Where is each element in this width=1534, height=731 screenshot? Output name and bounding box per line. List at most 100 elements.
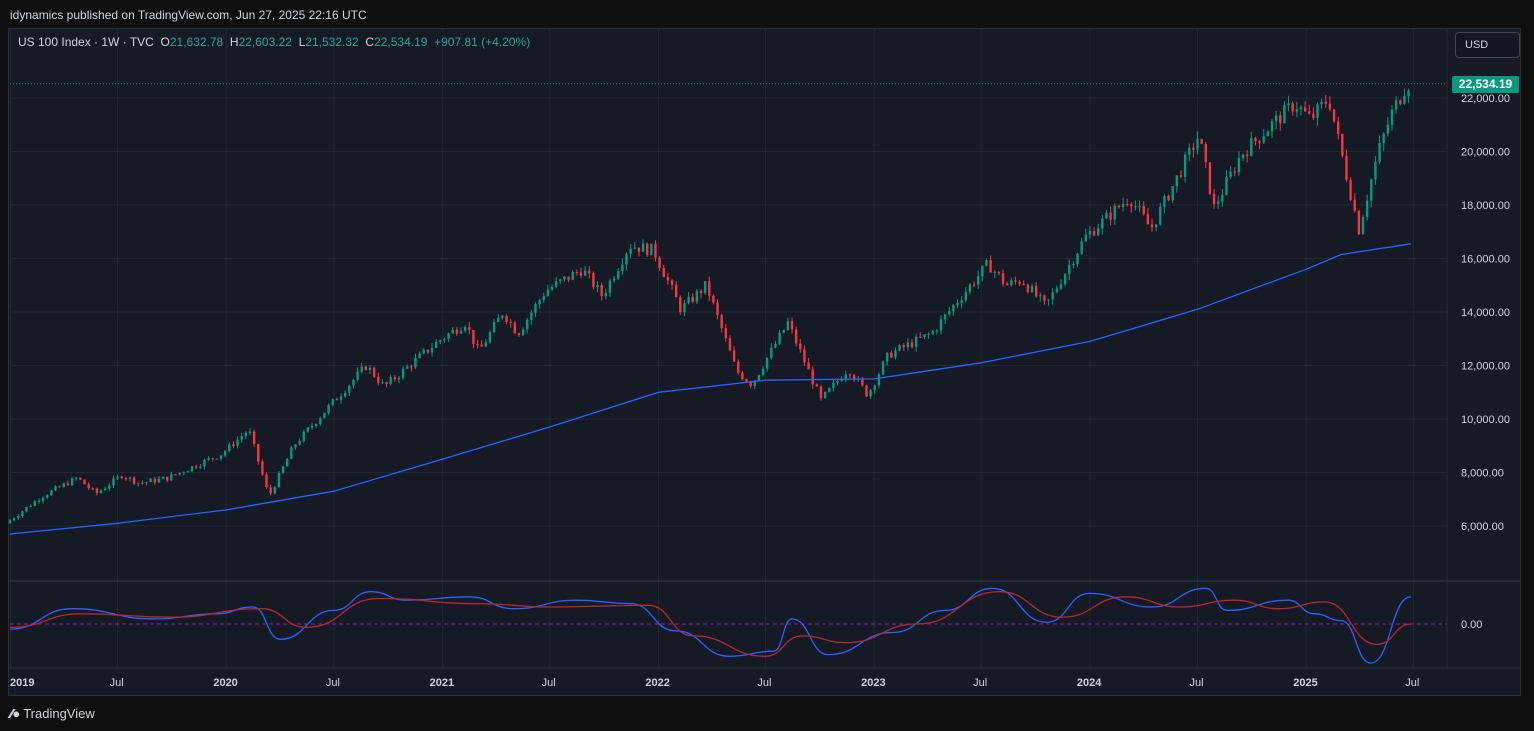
candle-up [530,312,533,320]
candle-up [8,520,12,524]
candle-up [368,367,372,370]
candle-up [1407,90,1410,97]
candle-up [583,270,587,276]
candle-up [703,281,707,294]
candle-up [1361,216,1365,235]
candle-up [484,342,488,347]
candle-down [1192,147,1195,150]
candle-up [1390,109,1394,125]
tradingview-logo[interactable]: ⁄⁄● TradingView [10,706,95,721]
legend-open-value: 21,632.78 [169,35,224,49]
legend-symbol[interactable]: US 100 Index · 1W · TVC [18,35,154,49]
candle-up [596,285,599,288]
candle-up [757,375,761,381]
candle-up [832,382,835,388]
candle-down [1349,179,1352,200]
candle-up [1175,175,1179,187]
candle-down [87,484,90,489]
candle-up [1250,138,1253,156]
candle-up [497,317,500,323]
candle-down [699,290,703,294]
candle-up [617,271,620,279]
candle-up [1039,295,1042,297]
candle-up [960,300,963,304]
x-tick-label: 2019 [10,677,34,689]
candle-up [1051,292,1054,300]
candle-up [1068,264,1071,275]
candle-down [1291,103,1294,112]
candle-up [753,380,756,387]
candle-down [720,314,723,329]
candle-down [1357,210,1361,235]
candle-up [103,488,107,491]
candle-up [422,349,425,354]
candle-up [538,300,541,305]
candle-up [612,278,616,281]
y-tick-label: 20,000.00 [1461,147,1510,159]
candle-down [480,344,483,347]
candle-up [343,392,347,397]
candle-up [914,336,918,348]
last-price-tag: 22,534.19 [1452,76,1519,93]
candle-down [1324,101,1327,104]
candle-up [1154,224,1158,228]
candle-up [956,303,959,306]
candle-up [1320,101,1323,105]
candle-down [1332,109,1336,122]
candle-up [1386,124,1390,134]
candle-down [1109,212,1112,220]
candle-down [141,482,144,484]
candle-up [157,478,161,483]
candle-down [194,466,198,468]
candle-up [546,289,550,297]
moving-average-line [9,243,1411,535]
candle-down [261,461,264,475]
chart-pane[interactable] [8,28,1521,696]
candle-down [509,321,512,323]
candle-down [716,302,719,315]
candle-down [132,477,136,484]
candle-down [1092,231,1096,236]
candle-down [1341,133,1344,156]
candle-down [335,399,339,401]
candle-down [588,270,591,274]
candle-up [935,330,939,332]
candle-up [286,458,289,467]
candle-down [1018,281,1021,284]
candle-down [799,343,802,350]
candle-up [1262,136,1265,143]
candle-down [997,271,1001,274]
candle-up [786,321,790,330]
candle-down [803,349,806,363]
candle-down [1308,111,1311,114]
candle-down [1208,162,1212,194]
candle-up [501,315,504,318]
candle-up [294,444,297,448]
candle-down [600,285,603,297]
candle-down [732,350,736,362]
candle-down [724,328,728,339]
candle-up [550,286,554,290]
candle-down [670,280,674,286]
candle-up [443,338,446,341]
candle-up [327,404,330,413]
candle-up [488,332,492,343]
candle-up [554,281,558,287]
candle-up [244,432,248,437]
candle-up [625,253,628,265]
candle-up [985,260,988,266]
candle-up [29,505,32,507]
candle-down [811,369,814,385]
candle-up [277,473,281,488]
candle-up [314,423,318,426]
candle-up [1217,201,1220,204]
currency-button[interactable]: USD [1455,32,1520,58]
candle-up [608,280,612,294]
candle-up [1316,104,1319,118]
candle-down [232,444,235,446]
candle-down [1034,286,1038,297]
candle-up [840,379,843,381]
y-tick-label: 16,000.00 [1461,254,1510,266]
candle-down [852,375,856,380]
